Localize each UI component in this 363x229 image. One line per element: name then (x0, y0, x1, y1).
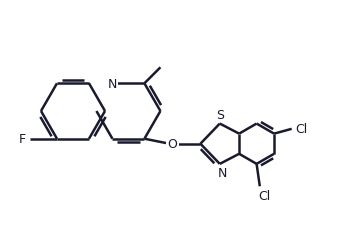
Text: S: S (216, 109, 224, 122)
Text: N: N (108, 77, 117, 90)
Text: Cl: Cl (259, 189, 271, 202)
Text: F: F (19, 133, 26, 146)
Text: Cl: Cl (295, 123, 308, 136)
Text: O: O (167, 138, 178, 150)
Text: N: N (218, 167, 228, 180)
